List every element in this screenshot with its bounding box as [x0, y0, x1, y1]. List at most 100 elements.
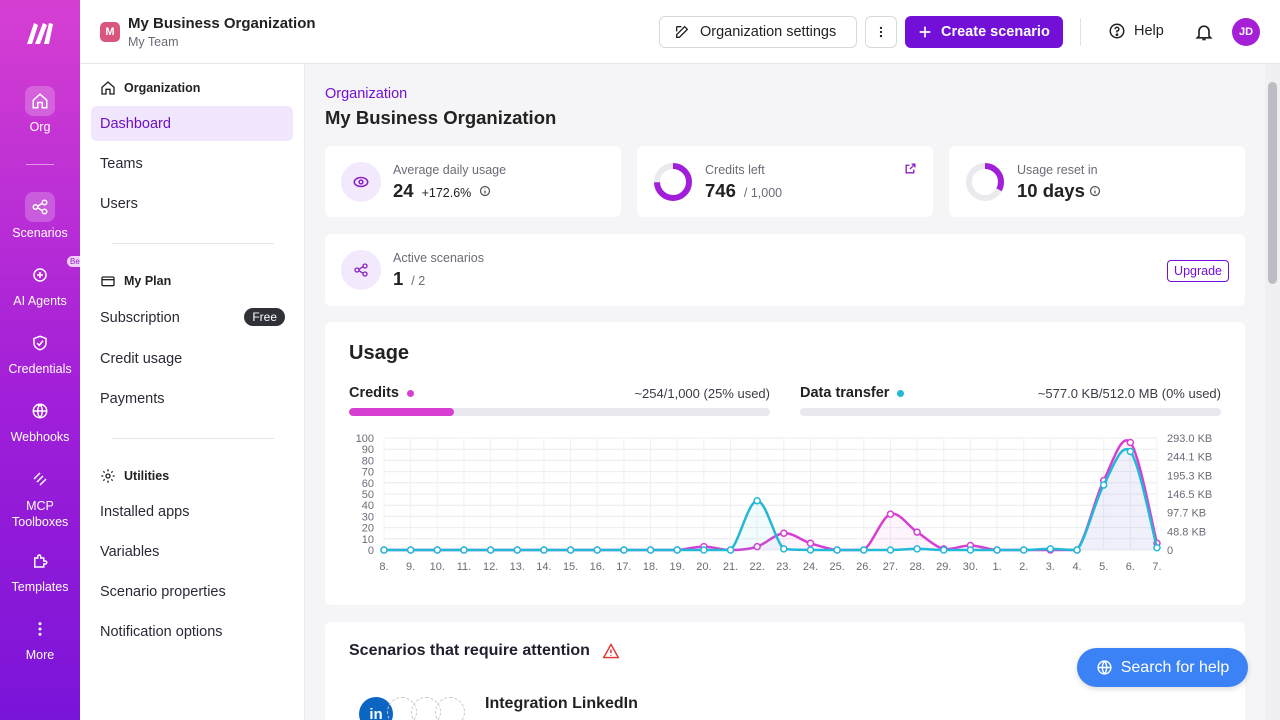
external-link-icon[interactable]	[904, 162, 917, 175]
rail-item-webhooks[interactable]: Webhooks	[0, 396, 80, 444]
y-right-tick-label: 0	[1167, 545, 1173, 557]
credits-meter-fill	[349, 408, 455, 416]
user-avatar[interactable]: JD	[1232, 18, 1260, 46]
search-for-help-label: Search for help	[1120, 658, 1230, 676]
x-tick-label: 25.	[829, 561, 844, 573]
x-tick-label: 20.	[696, 561, 711, 573]
data-point-data-transfer	[993, 546, 1001, 554]
data-point-data-transfer	[566, 546, 575, 554]
x-tick-label: 5.	[1099, 561, 1108, 573]
mcp-icon	[25, 464, 55, 494]
org-name[interactable]: My Business Organization	[128, 15, 316, 32]
team-name[interactable]: My Team	[128, 35, 179, 49]
help-button[interactable]: Help	[1108, 22, 1164, 40]
sidebar-item-payments[interactable]: Payments	[100, 390, 165, 407]
x-tick-label: 9.	[406, 561, 415, 573]
data-point-data-transfer	[1126, 447, 1135, 456]
data-point-data-transfer	[1073, 546, 1081, 554]
data-point-credits	[886, 510, 895, 518]
rail-label: Credentials	[8, 362, 72, 376]
sidebar-item-notification-options[interactable]: Notification options	[100, 623, 223, 640]
warning-icon	[602, 643, 620, 659]
x-tick-label: 12.	[483, 561, 498, 573]
x-tick-label: 22.	[750, 561, 765, 573]
share-nodes-icon	[341, 250, 381, 290]
sidebar-item-scenario-properties[interactable]: Scenario properties	[100, 583, 226, 600]
data-point-data-transfer	[1099, 481, 1108, 489]
data-point-credits	[1126, 438, 1135, 447]
data-point-data-transfer	[726, 546, 735, 554]
organization-settings-button[interactable]: Organization settings	[659, 16, 857, 48]
more-options-button[interactable]	[865, 16, 897, 48]
scenario-name[interactable]: Integration LinkedIn	[485, 695, 638, 712]
usage-card: Usage Credits ~254/1,000 (25% used) Data…	[325, 322, 1245, 605]
rail-item-org[interactable]: Org	[0, 86, 80, 134]
active-value-row: 1 / 2	[393, 268, 425, 290]
info-icon[interactable]	[1089, 185, 1101, 197]
y-right-tick-label: 293.0 KB	[1167, 433, 1212, 445]
bell-icon[interactable]	[1194, 22, 1214, 47]
x-tick-label: 18.	[643, 561, 658, 573]
avg-change: +172.6%	[421, 186, 472, 200]
sidebar-item-credit-usage[interactable]: Credit usage	[100, 350, 183, 367]
x-tick-label: 7.	[1152, 561, 1161, 573]
breadcrumb[interactable]: Organization	[325, 86, 408, 102]
reset-donut-fill	[966, 163, 1004, 201]
left-rail: Org Scenarios Beta AI Agents Credentials…	[0, 0, 90, 720]
create-scenario-button[interactable]: Create scenario	[905, 16, 1063, 48]
credit-card-icon	[100, 273, 116, 289]
y-left-tick-label: 80	[362, 455, 374, 467]
data-point-data-transfer	[913, 545, 921, 553]
attention-title: Scenarios that require attention	[349, 642, 590, 659]
reset-value: 10 days	[1017, 180, 1085, 201]
sidebar-item-variables[interactable]: Variables	[100, 543, 160, 560]
data-point-data-transfer	[860, 546, 868, 554]
data-point-data-transfer	[460, 546, 468, 554]
y-left-tick-label: 60	[362, 478, 374, 490]
rail-item-credentials[interactable]: Credentials	[0, 328, 80, 376]
rail-item-scenarios[interactable]: Scenarios	[0, 192, 80, 240]
info-icon[interactable]	[479, 185, 491, 197]
sidebar-item-dashboard[interactable]: Dashboard	[91, 106, 293, 141]
utilities-heading: Utilities	[100, 468, 169, 484]
data-point-data-transfer	[620, 546, 628, 554]
average-daily-usage-card: Average daily usage 24 +172.6%	[325, 146, 621, 217]
y-left-tick-label: 10	[362, 534, 374, 546]
upgrade-button[interactable]: Upgrade	[1167, 260, 1229, 282]
reset-donut	[966, 163, 1004, 201]
data-transfer-meter-label: Data transfer	[800, 385, 905, 401]
create-scenario-label: Create scenario	[941, 24, 1050, 40]
shield-icon	[25, 328, 55, 358]
data-point-data-transfer	[806, 546, 815, 554]
credits-donut	[654, 163, 692, 201]
more-vertical-icon	[874, 24, 888, 40]
x-tick-label: 27.	[883, 561, 898, 573]
x-tick-label: 1.	[992, 561, 1001, 573]
x-tick-label: 21.	[723, 561, 738, 573]
rail-item-ai-agents[interactable]: Beta AI Agents	[0, 256, 90, 308]
top-divider	[1080, 18, 1081, 46]
credits-label: Credits left	[705, 163, 765, 177]
sidebar-item-subscription[interactable]: Subscription Free	[91, 300, 293, 335]
rail-item-more[interactable]: More	[0, 614, 80, 662]
globe-icon	[25, 396, 55, 426]
x-tick-label: 26.	[856, 561, 871, 573]
rail-item-mcp-toolboxes[interactable]: MCP Toolboxes	[0, 464, 80, 530]
sidebar-item-teams[interactable]: Teams	[100, 155, 143, 172]
y-left-tick-label: 40	[362, 500, 374, 512]
data-point-data-transfer	[593, 546, 601, 554]
avg-value-row: 24 +172.6%	[393, 180, 491, 202]
rail-item-templates[interactable]: Templates	[0, 546, 80, 594]
active-value: 1	[393, 268, 404, 289]
credits-value: 746	[705, 180, 736, 201]
scrollbar-thumb[interactable]	[1268, 82, 1277, 284]
organization-heading: Organization	[100, 80, 200, 96]
org-avatar[interactable]: M	[100, 22, 120, 42]
credits-donut-fill	[654, 163, 692, 201]
make-logo[interactable]	[24, 20, 56, 46]
x-tick-label: 11.	[457, 561, 471, 573]
sidebar-item-users[interactable]: Users	[100, 195, 138, 212]
x-tick-label: 6.	[1126, 561, 1135, 573]
sidebar-item-installed-apps[interactable]: Installed apps	[100, 503, 190, 520]
search-for-help-button[interactable]: Search for help	[1077, 648, 1248, 687]
